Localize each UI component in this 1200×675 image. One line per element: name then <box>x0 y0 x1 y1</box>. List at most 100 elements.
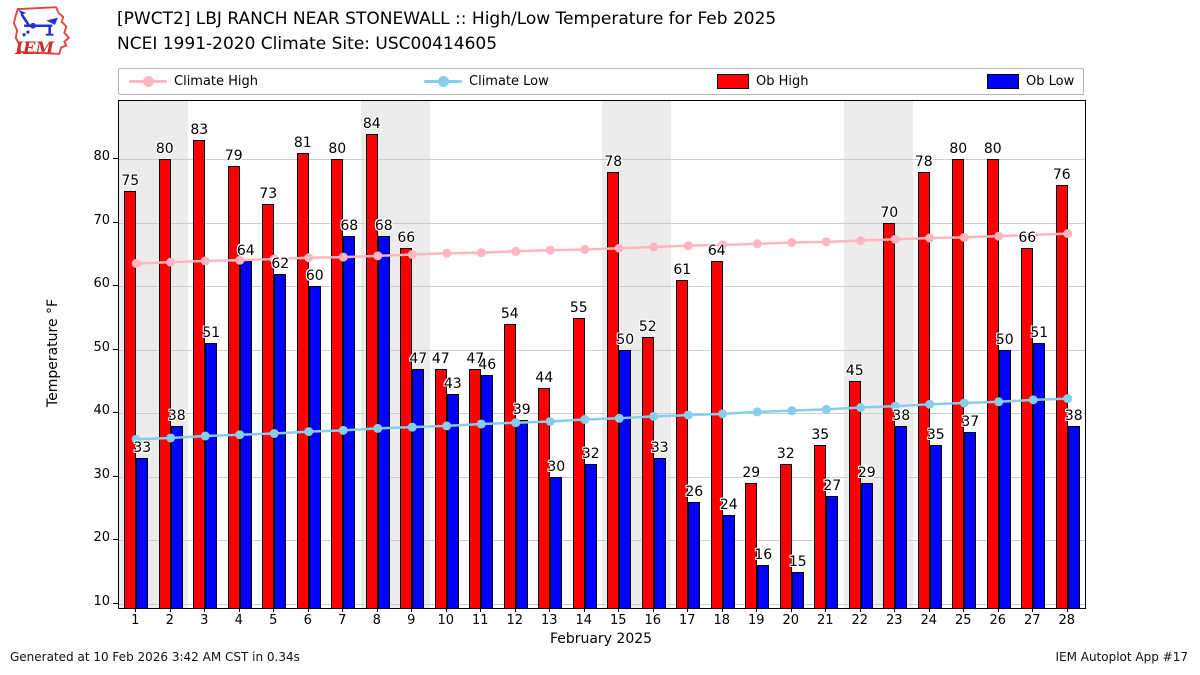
ob-high-bar <box>503 324 516 608</box>
ob-low-bar <box>239 260 252 608</box>
generated-at-text: Generated at 10 Feb 2026 3:42 AM CST in … <box>10 650 300 664</box>
climate-low-line-icon <box>424 75 462 88</box>
ob-low-value-label: 26 <box>685 484 704 501</box>
x-tick-mark <box>273 608 275 612</box>
legend-item-ob-high: Ob High <box>717 69 809 94</box>
ob-low-value-label: 15 <box>788 553 807 570</box>
ob-high-value-label: 35 <box>811 426 830 443</box>
ob-low-value-label: 33 <box>650 439 669 456</box>
ob-high-bar <box>400 248 413 608</box>
line-marker <box>442 248 452 258</box>
ob-high-value-label: 80 <box>155 141 174 158</box>
y-tick-label: 80 <box>93 149 110 165</box>
ob-low-value-label: 50 <box>995 331 1014 348</box>
ob-low-bar <box>791 571 804 608</box>
y-tick-label: 30 <box>93 466 110 482</box>
ob-low-value-label: 24 <box>719 496 738 513</box>
line-marker <box>752 239 762 249</box>
y-tick-mark <box>113 539 118 541</box>
ob-high-value-label: 73 <box>259 185 278 202</box>
ob-low-value-label: 68 <box>374 217 393 234</box>
ob-low-bar <box>722 514 735 608</box>
x-tick-label: 1 <box>131 613 140 628</box>
ob-low-bar <box>860 482 873 608</box>
ob-low-bar <box>653 457 666 608</box>
x-tick-mark <box>963 608 965 612</box>
ob-low-swatch-icon <box>987 74 1019 89</box>
y-tick-mark <box>113 285 118 287</box>
x-tick-mark <box>1066 608 1068 612</box>
ob-low-value-label: 27 <box>823 477 842 494</box>
x-tick-mark <box>445 608 447 612</box>
ob-low-bar <box>170 425 183 608</box>
x-tick-mark <box>169 608 171 612</box>
x-tick-mark <box>376 608 378 612</box>
x-tick-label: 24 <box>920 613 938 628</box>
x-tick-label: 11 <box>471 613 489 628</box>
ob-high-bar <box>538 387 551 608</box>
ob-low-bar <box>826 495 839 608</box>
x-tick-mark <box>204 608 206 612</box>
ob-low-value-label: 38 <box>1064 407 1083 424</box>
ob-low-bar <box>412 368 425 608</box>
ob-high-value-label: 64 <box>707 242 726 259</box>
ob-low-value-label: 43 <box>443 376 462 393</box>
x-tick-label: 21 <box>816 613 834 628</box>
legend-label: Climate Low <box>469 74 549 89</box>
x-tick-mark <box>894 608 896 612</box>
ob-high-value-label: 84 <box>362 115 381 132</box>
line-marker <box>476 248 486 258</box>
line-marker <box>511 246 521 256</box>
line-marker <box>752 407 762 417</box>
x-tick-mark <box>928 608 930 612</box>
x-tick-label: 26 <box>989 613 1007 628</box>
ob-high-bar <box>710 260 723 608</box>
x-tick-label: 19 <box>747 613 765 628</box>
ob-high-bar <box>469 368 482 608</box>
legend-label: Ob Low <box>1026 74 1075 89</box>
ob-low-bar <box>964 432 977 608</box>
ob-low-bar <box>274 273 287 608</box>
ob-low-value-label: 62 <box>271 255 290 272</box>
y-tick-label: 60 <box>93 276 110 292</box>
x-tick-mark <box>135 608 137 612</box>
ob-low-bar <box>550 476 563 608</box>
ob-high-bar <box>1055 184 1068 608</box>
iem-logo-text: IEM <box>14 38 54 58</box>
ob-low-value-label: 16 <box>754 547 773 564</box>
ob-low-bar <box>929 444 942 608</box>
gridline <box>119 603 1085 605</box>
ob-low-value-label: 50 <box>616 331 635 348</box>
x-tick-label: 5 <box>269 613 278 628</box>
ob-low-bar <box>481 375 494 608</box>
x-tick-label: 14 <box>575 613 593 628</box>
ob-low-value-label: 47 <box>409 350 428 367</box>
x-tick-label: 9 <box>407 613 416 628</box>
ob-low-value-label: 39 <box>512 401 531 418</box>
ob-high-bar <box>193 140 206 608</box>
ob-high-value-label: 75 <box>121 173 140 190</box>
y-tick-mark <box>113 221 118 223</box>
chart-title: [PWCT2] LBJ RANCH NEAR STONEWALL :: High… <box>117 9 777 29</box>
y-tick-mark <box>113 475 118 477</box>
ob-high-value-label: 61 <box>673 261 692 278</box>
ob-high-bar <box>365 133 378 608</box>
ob-high-bar <box>641 337 654 608</box>
gridline <box>119 159 1085 161</box>
ob-high-bar <box>227 165 240 608</box>
ob-high-value-label: 45 <box>845 363 864 380</box>
ob-high-value-label: 78 <box>914 154 933 171</box>
x-tick-mark <box>825 608 827 612</box>
ob-high-value-label: 83 <box>190 122 209 139</box>
legend-item-climate-high: Climate High <box>129 69 258 94</box>
ob-high-value-label: 29 <box>742 464 761 481</box>
ob-high-value-label: 80 <box>328 141 347 158</box>
ob-high-value-label: 80 <box>983 141 1002 158</box>
gridline <box>119 286 1085 288</box>
chart-subtitle: NCEI 1991-2020 Climate Site: USC00414605 <box>117 34 498 54</box>
ob-high-value-label: 80 <box>949 141 968 158</box>
x-tick-label: 3 <box>200 613 209 628</box>
ob-low-bar <box>377 235 390 608</box>
ob-high-value-label: 79 <box>224 147 243 164</box>
x-tick-mark <box>549 608 551 612</box>
